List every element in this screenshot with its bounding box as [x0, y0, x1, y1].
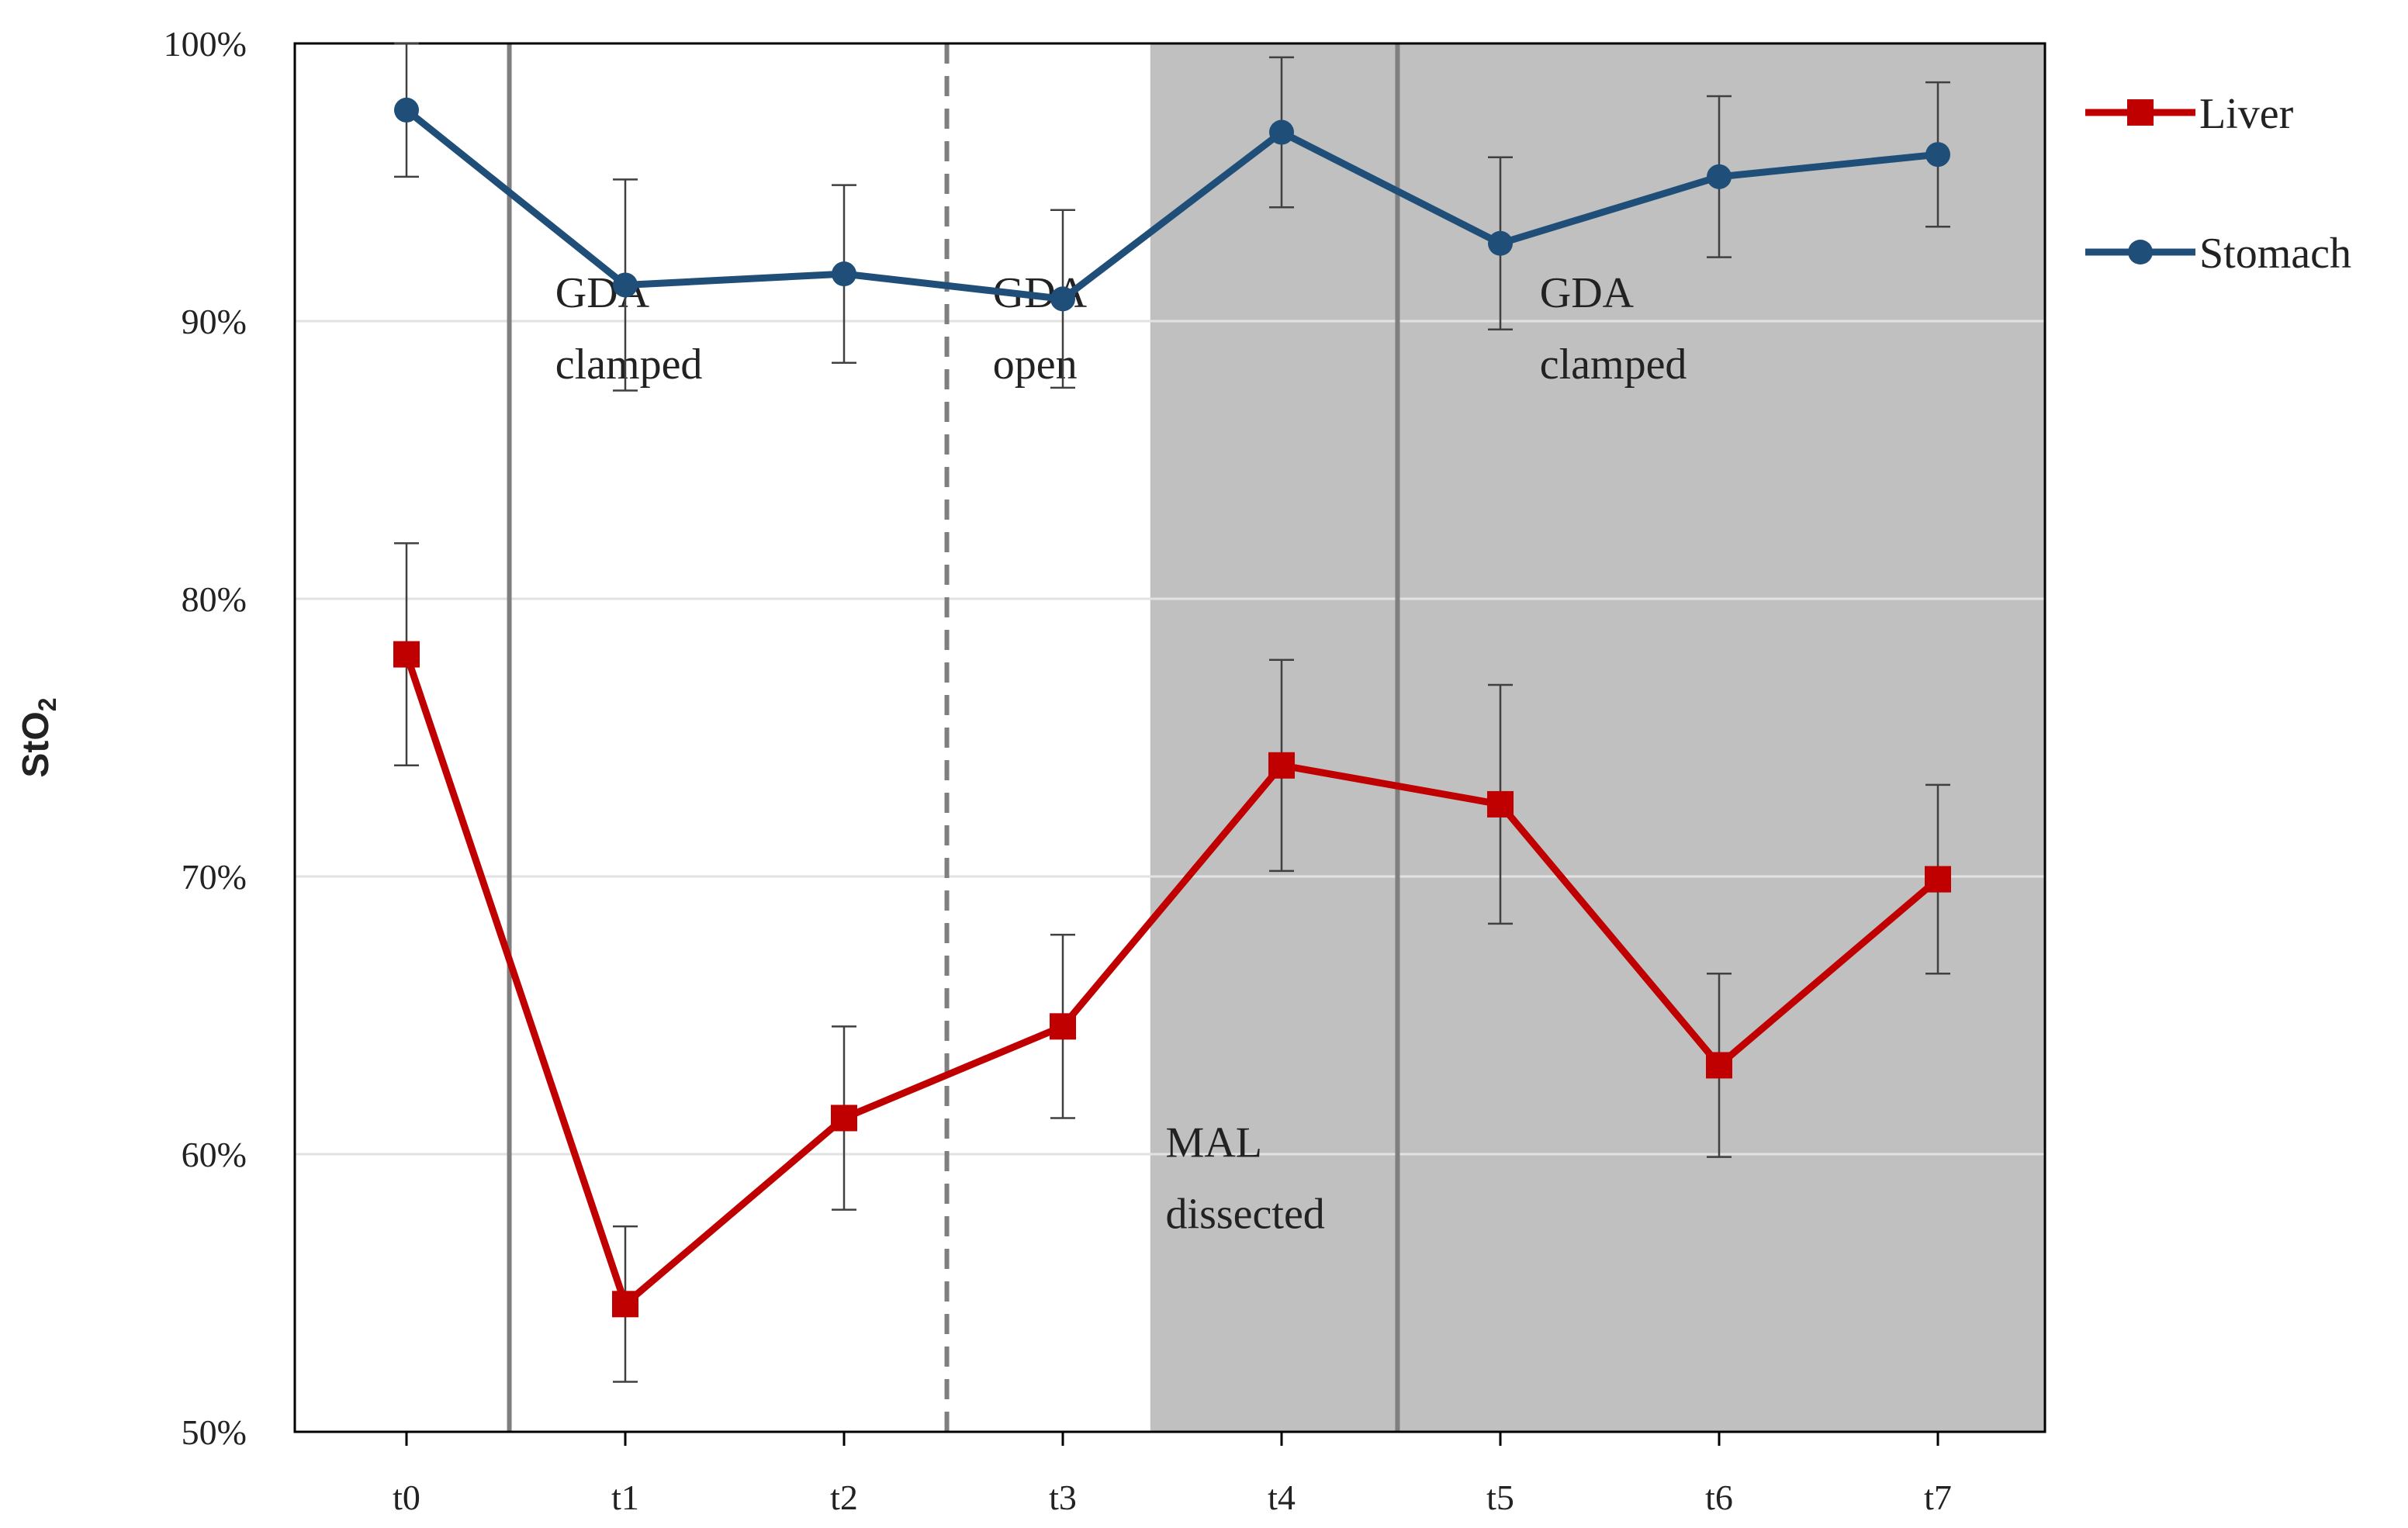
x-tick-label: t2: [830, 1478, 858, 1517]
stomach-point: [1269, 119, 1294, 145]
liver-point: [1050, 1013, 1076, 1040]
stomach-point: [613, 272, 638, 298]
x-tick-label: t7: [1924, 1478, 1952, 1517]
liver-point: [393, 641, 420, 668]
legend-marker-liver: [2127, 99, 2154, 126]
plot-frame: [293, 42, 2046, 1433]
annotation-line: open: [993, 341, 1078, 389]
legend-label-liver: Liver: [2199, 90, 2294, 138]
y-axis-ticks-group: 50% 60% 70% 80% 90% 100%: [164, 24, 247, 1452]
x-tick-label: t3: [1049, 1478, 1077, 1517]
liver-series-line: [403, 653, 1940, 1308]
annotation-line: GDA: [555, 269, 650, 317]
y-tick-label: 100%: [164, 24, 247, 64]
legend-marker-stomach: [2128, 240, 2153, 264]
gridlines-group: [295, 320, 2045, 1156]
shaded-region: [1150, 43, 2045, 1432]
liver-point: [1706, 1052, 1732, 1079]
annotation: GDA clamped: [1540, 269, 1687, 389]
y-axis-label-subscript: 2: [33, 697, 61, 711]
liver-point: [612, 1291, 638, 1318]
x-tick-label: t1: [611, 1478, 639, 1517]
x-tick-label: t4: [1268, 1478, 1296, 1517]
y-tick-label: 80%: [182, 579, 247, 619]
stomach-point: [832, 261, 856, 287]
annotation-line: clamped: [1540, 341, 1687, 389]
x-tick-label: t5: [1486, 1478, 1514, 1517]
y-tick-label: 90%: [182, 302, 247, 341]
x-axis-ticks-group: t0 t1 t2 t3 t4 t5 t6 t7: [393, 1432, 1952, 1517]
annotation-line: clamped: [555, 341, 703, 389]
y-tick-label: 60%: [182, 1135, 247, 1174]
stomach-point: [1488, 230, 1513, 256]
legend-label-stomach: Stomach: [2199, 230, 2351, 278]
x-tick-label: t6: [1705, 1478, 1733, 1517]
shaded-region-group: [1150, 43, 2045, 1432]
phase-lines-group: [507, 43, 1400, 1432]
liver-point: [831, 1105, 857, 1132]
liver-point: [1268, 752, 1295, 779]
y-axis-label-main: StO: [16, 711, 57, 777]
annotation: MAL dissected: [1166, 1119, 1325, 1239]
stomach-point: [1050, 286, 1075, 312]
stomach-point: [1707, 164, 1732, 189]
y-tick-label: 50%: [182, 1412, 247, 1452]
annotation-line: dissected: [1166, 1191, 1325, 1239]
stomach-series-line: [404, 107, 1939, 302]
legend: Liver Stomach: [2085, 90, 2351, 278]
y-axis-label: StO2: [16, 697, 61, 777]
y-tick-label: 70%: [182, 857, 247, 897]
stomach-point: [394, 97, 419, 123]
x-tick-label: t0: [393, 1478, 420, 1517]
annotation-line: MAL: [1166, 1119, 1262, 1167]
stomach-point: [1925, 142, 1950, 168]
series-group: [393, 42, 1951, 1383]
liver-point: [1487, 790, 1514, 818]
annotation-line: GDA: [1540, 269, 1635, 317]
liver-point: [1925, 866, 1951, 893]
